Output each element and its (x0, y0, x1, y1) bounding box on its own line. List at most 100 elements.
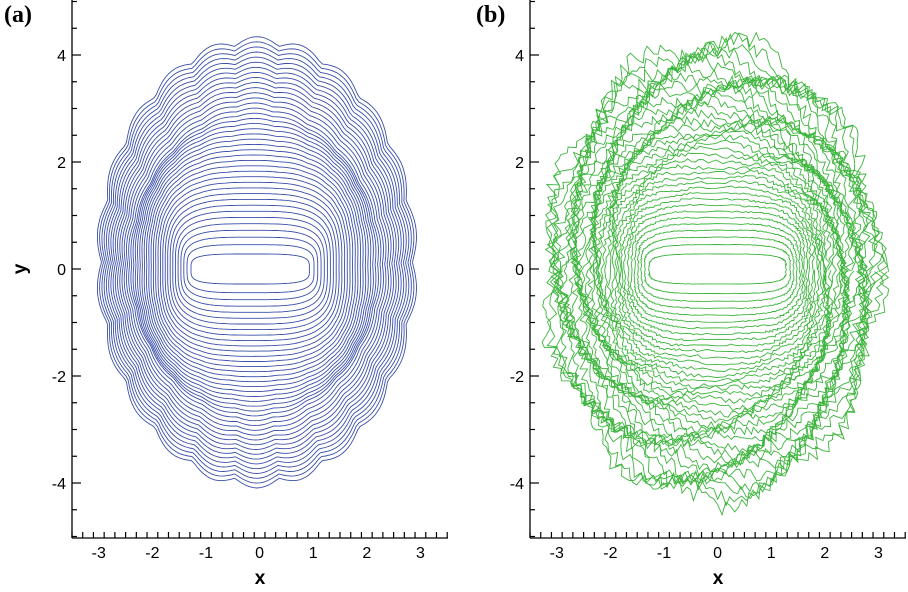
x-ticks-b: -3 -2 -1 0 1 2 3 (529, 532, 906, 562)
y-tick-label: 0 (57, 262, 66, 279)
panel-a: -4 -2 0 2 4 -3 -2 -1 0 1 2 3 (a) x y (4, 0, 448, 589)
contour-line (167, 198, 337, 336)
contour-line (623, 203, 809, 336)
contour-line (112, 71, 400, 455)
contour-line (629, 216, 804, 323)
contour-line (114, 77, 397, 450)
contour-lines-b (541, 31, 890, 517)
contour-line (152, 165, 354, 368)
contour-line (545, 31, 890, 507)
panel-label-b: (b) (476, 2, 505, 28)
x-tick-label: -2 (145, 545, 159, 562)
contour-line (172, 210, 331, 325)
contour-line (164, 193, 340, 342)
contour-line (105, 56, 407, 470)
contour-line (180, 229, 322, 307)
x-tick-label: -1 (657, 545, 671, 562)
contour-line (96, 36, 417, 489)
y-axis-title-a: y (10, 263, 31, 274)
x-tick-label: 2 (362, 545, 371, 562)
x-axis-title-b: x (713, 568, 724, 589)
contour-line (626, 210, 806, 330)
contour-line (159, 181, 346, 352)
y-tick-label: 2 (515, 155, 524, 172)
x-tick-label: 0 (255, 545, 264, 562)
contour-line (594, 145, 835, 393)
contour-line (606, 169, 826, 372)
contour-line (169, 204, 334, 331)
contour-line (162, 187, 343, 347)
contour-line (599, 158, 829, 383)
contour-line (615, 185, 818, 354)
contour-line (108, 61, 405, 465)
contour-line (647, 253, 788, 285)
contour-line (569, 80, 867, 461)
contour-line (610, 175, 824, 366)
contour-line (101, 46, 412, 479)
y-tick-label: -2 (510, 369, 524, 386)
contour-line (544, 41, 883, 493)
contour-line (577, 108, 852, 433)
contour-line (137, 128, 372, 402)
x-tick-label: 3 (416, 545, 425, 562)
contour-line (119, 87, 392, 441)
panel-b: -4 -2 0 2 4 -3 -2 -1 0 1 2 3 (b) x (476, 0, 906, 589)
x-tick-label: -3 (550, 545, 564, 562)
contour-lines-a (96, 36, 417, 489)
contour-line (563, 79, 868, 466)
contour-line (155, 170, 351, 362)
contour-line (146, 149, 361, 383)
contour-line (130, 112, 379, 417)
contour-line (183, 236, 319, 301)
y-tick-label: -2 (52, 369, 66, 386)
contour-line (190, 253, 310, 285)
contour-line (592, 139, 839, 398)
contour-line (582, 122, 849, 424)
contour-line (143, 143, 364, 388)
x-tick-label: 1 (767, 545, 776, 562)
contour-line (141, 138, 367, 393)
contour-line (620, 197, 812, 342)
x-tick-label: 3 (874, 545, 883, 562)
x-tick-label: -2 (603, 545, 617, 562)
y-tick-label: -4 (510, 476, 524, 493)
y-tick-label: 4 (57, 48, 66, 65)
contour-line (117, 82, 395, 446)
y-tick-label: -4 (52, 476, 66, 493)
contour-line (103, 51, 410, 474)
contour-line (558, 75, 872, 473)
y-tick-label: 4 (515, 48, 524, 65)
contour-line (139, 133, 369, 397)
contour-line (99, 41, 415, 484)
x-tick-label: 0 (713, 545, 722, 562)
contour-line (110, 66, 402, 460)
x-tick-label: -1 (199, 545, 213, 562)
x-tick-label: 1 (309, 545, 318, 562)
x-ticks-a: -3 -2 -1 0 1 2 3 (71, 532, 448, 562)
y-ticks-a: -4 -2 0 2 4 (52, 0, 81, 538)
contour-line (636, 229, 798, 310)
contour-line (603, 164, 827, 378)
panel-label-a: (a) (4, 2, 32, 28)
contour-line (633, 223, 802, 317)
contour-line (586, 125, 847, 418)
y-tick-label: 2 (57, 155, 66, 172)
contour-line (578, 115, 851, 430)
contour-line (128, 107, 382, 422)
contour-line (554, 70, 873, 478)
y-ticks-b: -4 -2 0 2 4 (510, 0, 539, 538)
contour-line (125, 102, 384, 427)
x-axis-title-a: x (255, 568, 266, 589)
contour-line (123, 97, 387, 431)
contour-line (134, 123, 374, 407)
contour-line (177, 223, 325, 313)
contour-line (132, 117, 377, 412)
x-tick-label: 2 (820, 545, 829, 562)
contour-line (157, 176, 348, 357)
x-tick-label: -3 (92, 545, 106, 562)
contour-line (590, 130, 846, 412)
contour-line (640, 236, 795, 302)
contour-line (568, 84, 864, 453)
contour-line (643, 244, 792, 295)
